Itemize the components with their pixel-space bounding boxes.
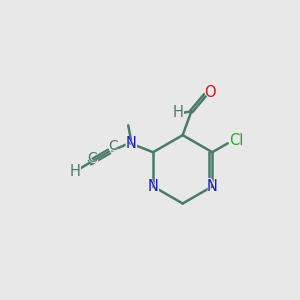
Text: H: H [70, 164, 80, 179]
Text: H: H [68, 163, 82, 181]
Text: O: O [204, 85, 216, 100]
Text: N: N [124, 135, 138, 153]
Text: H: H [171, 104, 185, 122]
Text: C: C [86, 148, 98, 166]
Text: C: C [106, 137, 119, 155]
Text: N: N [207, 179, 218, 194]
Text: N: N [148, 179, 158, 194]
Text: N: N [205, 177, 220, 195]
Text: Cl: Cl [229, 133, 244, 148]
Text: H: H [172, 105, 183, 120]
Text: C: C [87, 151, 97, 165]
Text: N: N [146, 177, 160, 195]
Text: C: C [108, 140, 118, 153]
Text: O: O [203, 84, 218, 102]
Text: N: N [125, 136, 136, 151]
Text: Cl: Cl [227, 131, 246, 149]
